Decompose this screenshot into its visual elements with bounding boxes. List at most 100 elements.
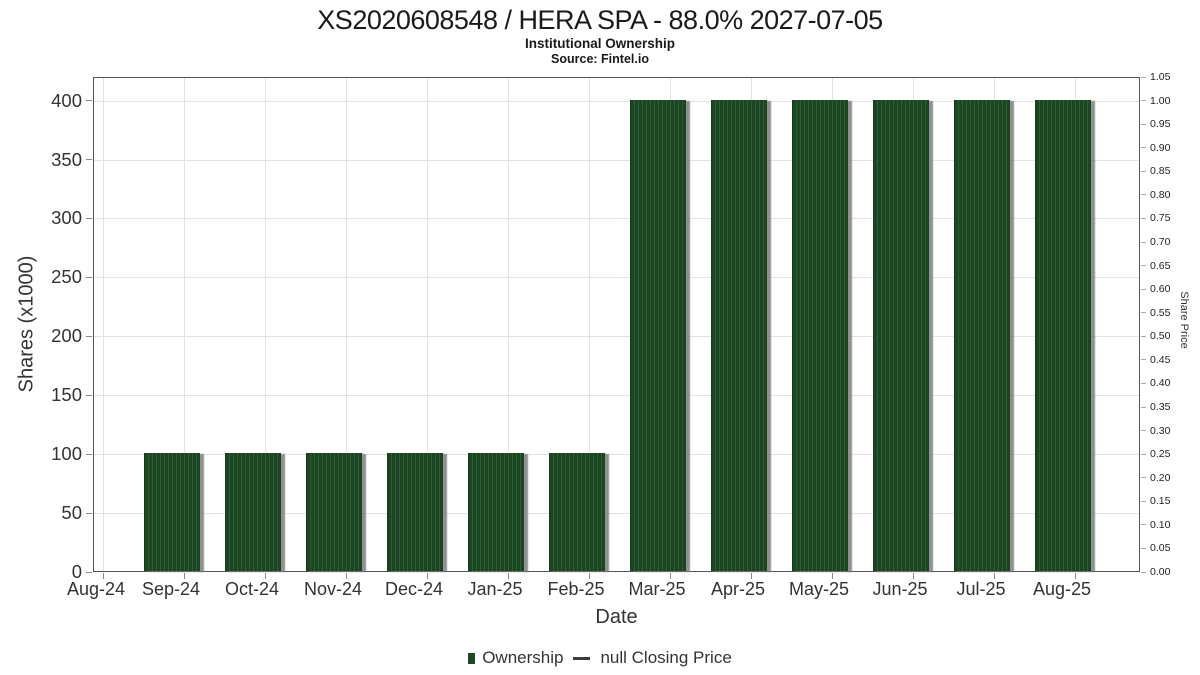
y-axis-left-tick-label: 400 <box>51 89 82 111</box>
y-axis-left-tick-label: 350 <box>51 148 82 170</box>
y-axis-right-tick <box>1141 500 1146 502</box>
bar-jan-25[interactable] <box>467 453 524 571</box>
y-axis-right-tick <box>1141 406 1146 408</box>
x-axis-tick-label: Feb-25 <box>547 579 605 599</box>
x-axis-tick <box>508 573 509 579</box>
x-axis-tick <box>589 573 590 579</box>
y-axis-right-tick-label: 0.05 <box>1150 542 1171 555</box>
y-axis-right-tick-label: 0.35 <box>1150 401 1171 413</box>
y-axis-right-tick-label: 1.05 <box>1150 71 1171 83</box>
x-axis-tick <box>913 573 914 579</box>
y-axis-right-tick-label: 0.30 <box>1150 424 1171 437</box>
y-axis-left-tick <box>86 512 92 514</box>
y-axis-left-tick-label: 200 <box>51 325 82 347</box>
bar-dec-24[interactable] <box>386 453 443 571</box>
gridline-vertical <box>265 78 266 571</box>
bar-apr-25[interactable] <box>710 99 767 571</box>
x-axis-tick-label: Nov-24 <box>303 579 363 599</box>
y-axis-right-tick <box>1141 170 1146 172</box>
gridline-horizontal <box>94 100 1139 102</box>
y-axis-left-tick <box>86 335 92 337</box>
y-axis-right-tick <box>1141 547 1146 549</box>
x-axis-tick-label: Oct-24 <box>224 579 280 599</box>
bar-sep-24[interactable] <box>143 453 200 571</box>
y-axis-right-tick-label: 0.15 <box>1150 495 1171 508</box>
gridline-horizontal <box>94 513 1139 515</box>
y-axis-left-tick-label: 250 <box>51 266 82 288</box>
x-axis-tick <box>751 573 752 579</box>
gridline-horizontal <box>94 218 1139 220</box>
y-axis-right-tick <box>1141 382 1146 384</box>
y-axis-right-tick-label: 0.65 <box>1150 259 1171 272</box>
y-axis-right-tick-label: 1.00 <box>1150 94 1171 107</box>
plot-area <box>93 77 1140 572</box>
bar-may-25[interactable] <box>791 99 848 571</box>
y-axis-right-tick <box>1141 571 1146 573</box>
y-axis-left-tick-label: 150 <box>51 384 82 406</box>
y-axis-right-tick <box>1141 194 1146 196</box>
y-axis-right-tick-label: 0.55 <box>1150 306 1171 319</box>
gridline-vertical <box>103 78 104 571</box>
y-axis-left-tick-label: 50 <box>61 502 82 524</box>
legend-line-icon <box>573 656 591 660</box>
bar-nov-24[interactable] <box>305 453 362 571</box>
y-axis-left-tick <box>86 571 92 573</box>
x-axis-tick-label: Jun-25 <box>872 579 928 599</box>
gridline-vertical <box>508 78 509 571</box>
gridline-vertical <box>184 78 185 571</box>
x-axis-tick <box>832 573 833 579</box>
y-axis-right-tick <box>1141 312 1146 314</box>
x-axis-tick-label: Apr-25 <box>710 579 766 599</box>
bar-aug-25[interactable] <box>1034 99 1091 571</box>
x-axis-title: Date <box>595 606 638 628</box>
y-axis-right-tick <box>1141 359 1146 361</box>
y-axis-right-tick-label: 0.90 <box>1150 141 1171 154</box>
y-axis-right-tick <box>1141 241 1146 243</box>
x-axis-tick-label: Aug-24 <box>66 579 126 599</box>
y-axis-right-tick-label: 0.45 <box>1150 353 1171 366</box>
x-axis-tick-label: May-25 <box>788 579 850 599</box>
y-axis-right-tick <box>1141 217 1146 219</box>
x-axis-tick-label: Jul-25 <box>956 579 1006 599</box>
bar-jun-25[interactable] <box>872 99 929 571</box>
bar-jul-25[interactable] <box>953 99 1010 571</box>
gridline-vertical <box>589 78 590 571</box>
y-axis-left-tick <box>86 453 92 455</box>
gridline-vertical <box>427 78 428 571</box>
x-axis-tick-label: Aug-25 <box>1032 579 1092 599</box>
y-axis-left-tick <box>86 100 92 102</box>
bar-oct-24[interactable] <box>224 453 281 571</box>
y-axis-right-tick-label: 0.75 <box>1150 212 1171 225</box>
gridline-horizontal <box>94 395 1139 397</box>
y-axis-right-tick-label: 0.60 <box>1150 283 1171 296</box>
y-axis-right-tick <box>1141 147 1146 149</box>
x-axis-tick <box>103 573 104 579</box>
legend-item-closing-price[interactable]: null Closing Price <box>600 648 732 667</box>
y-axis-right-tick <box>1141 100 1146 102</box>
legend-item-ownership[interactable]: Ownership <box>482 648 564 667</box>
x-axis-tick <box>994 573 995 579</box>
y-axis-right-tick <box>1141 76 1146 78</box>
y-axis-right-tick-label: 0.25 <box>1150 448 1171 461</box>
gridline-horizontal <box>94 336 1139 338</box>
y-axis-right-tick <box>1141 288 1146 290</box>
x-axis-tick <box>1075 573 1076 579</box>
y-axis-right-tick-label: 0.40 <box>1150 377 1171 390</box>
y-axis-right-tick-label: 0.10 <box>1150 518 1171 531</box>
x-axis-tick <box>346 573 347 579</box>
y-axis-left-tick <box>86 276 92 278</box>
x-axis-tick <box>427 573 428 579</box>
y-axis-left-tick <box>86 217 92 219</box>
bar-feb-25[interactable] <box>548 453 605 571</box>
y-axis-right-tick-label: 0.20 <box>1150 471 1171 484</box>
y-axis-left-tick <box>86 159 92 160</box>
y-axis-right-tick <box>1141 123 1146 125</box>
x-axis-tick <box>670 573 671 579</box>
x-axis-tick <box>184 573 185 579</box>
chart-title: XS2020608548 / HERA SPA - 88.0% 2027-07-… <box>317 5 883 35</box>
bar-mar-25[interactable] <box>629 99 686 571</box>
y-axis-right-tick-label: 0.80 <box>1150 188 1171 201</box>
chart-source-label: Source: Fintel.io <box>551 52 649 66</box>
y-axis-right-tick-label: 0.50 <box>1150 330 1171 343</box>
y-axis-right-tick <box>1141 430 1146 432</box>
